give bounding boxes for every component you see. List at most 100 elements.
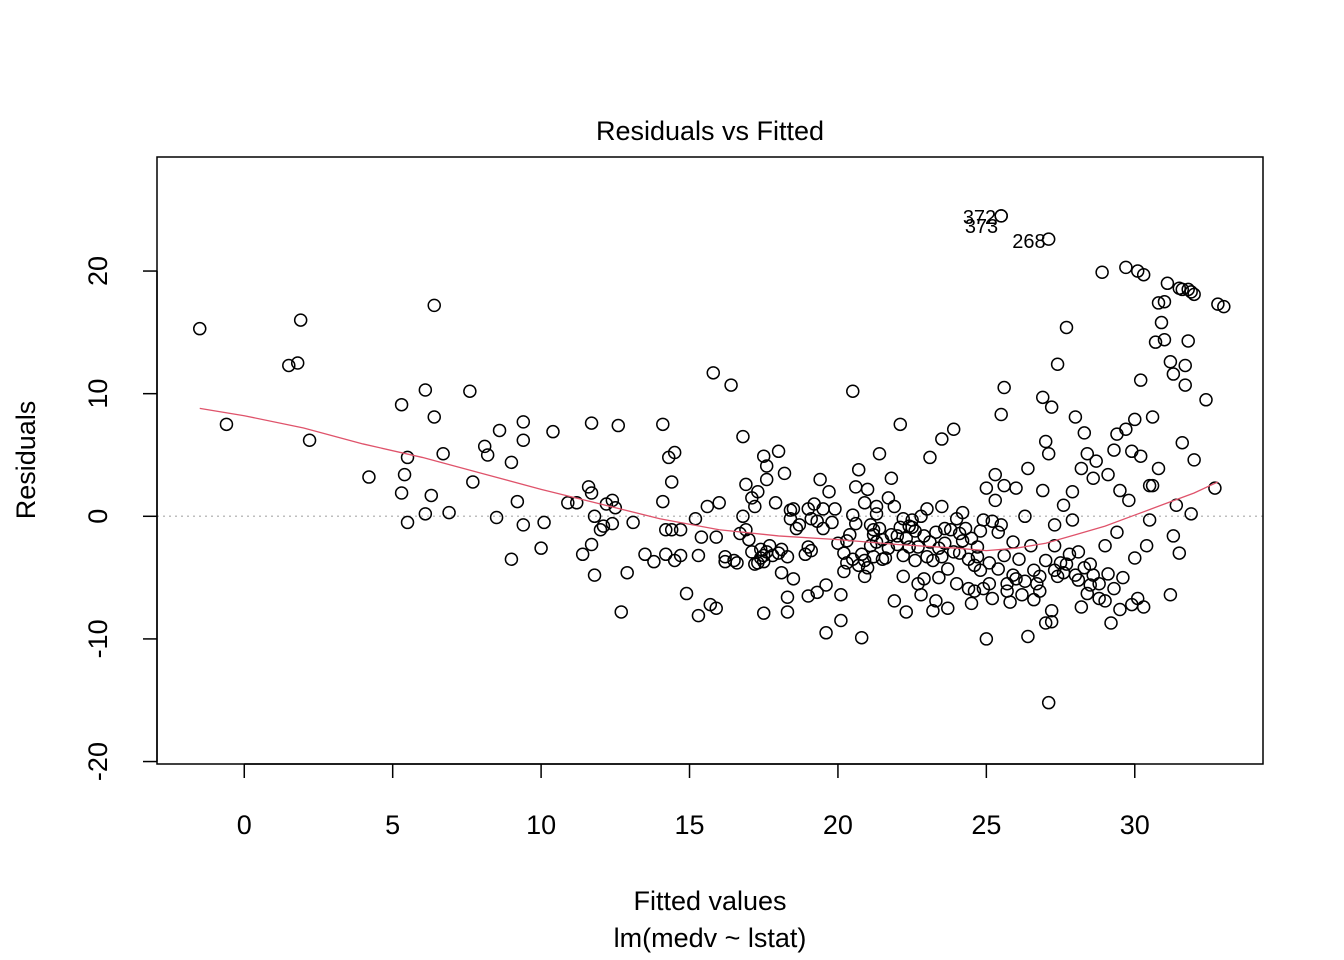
residual-point: [914, 588, 928, 602]
residual-point: [587, 509, 602, 524]
y-tick-label: 10: [83, 379, 113, 409]
residual-point: [516, 415, 531, 429]
residual-point: [1166, 367, 1181, 381]
residual-point: [759, 472, 774, 487]
residual-point: [831, 536, 845, 551]
residual-point: [1086, 471, 1100, 486]
x-tick-label: 15: [674, 810, 704, 840]
residual-point: [510, 494, 525, 509]
residual-point: [899, 531, 913, 546]
residual-point: [1113, 483, 1127, 498]
residual-point: [1217, 299, 1231, 314]
residual-point: [1116, 570, 1130, 585]
residual-point: [1163, 355, 1178, 369]
residual-point: [902, 540, 916, 554]
residual-point: [730, 556, 744, 570]
residual-point: [923, 450, 937, 465]
residual-point: [694, 530, 709, 544]
residual-point: [1056, 498, 1071, 513]
residual-point: [394, 486, 409, 500]
residual-point: [418, 507, 433, 521]
residual-point: [418, 383, 433, 397]
residual-point: [1148, 335, 1163, 349]
residual-point: [991, 562, 1005, 576]
residual-point: [611, 418, 626, 433]
y-tick-label: -10: [83, 619, 113, 658]
residual-point: [1006, 568, 1020, 582]
residual-point: [837, 564, 851, 579]
residual-point: [979, 632, 994, 646]
residual-point: [673, 548, 688, 563]
residual-point: [1151, 296, 1166, 310]
residual-point: [587, 568, 602, 582]
y-axis-label: Residuals: [11, 401, 41, 520]
residual-point: [941, 601, 955, 616]
residual-point: [626, 515, 640, 530]
residual-point: [946, 422, 961, 436]
residual-point: [1163, 588, 1178, 602]
residual-point: [605, 516, 620, 531]
residual-point: [1157, 332, 1172, 347]
residual-point: [1062, 547, 1077, 562]
residual-point: [537, 515, 551, 530]
residual-point: [1074, 461, 1089, 476]
residual-point: [1119, 422, 1133, 436]
residual-point: [1012, 552, 1026, 566]
residual-point: [561, 496, 575, 510]
residual-point: [1038, 553, 1053, 568]
residual-point: [946, 545, 961, 559]
residual-point: [1033, 584, 1047, 598]
residual-point: [804, 543, 818, 558]
residual-point: [825, 515, 839, 530]
residual-point: [1119, 260, 1133, 275]
residual-point: [1142, 513, 1157, 527]
residual-point: [593, 523, 608, 537]
residual-point: [1068, 410, 1083, 424]
residual-point: [739, 523, 753, 537]
residual-point: [748, 499, 762, 514]
residual-point: [846, 384, 860, 398]
residual-point: [780, 590, 795, 604]
residual-point: [804, 511, 818, 526]
residual-point: [394, 397, 409, 412]
residual-point: [1178, 358, 1192, 373]
residual-point: [362, 470, 376, 484]
outlier-label: 373: [965, 216, 998, 238]
residual-point: [834, 588, 848, 602]
residual-point: [400, 450, 415, 465]
residual-point: [988, 467, 1003, 482]
residual-point: [893, 417, 908, 432]
residual-point: [647, 554, 661, 569]
outlier-point: [1041, 232, 1056, 246]
residual-point: [712, 496, 726, 510]
residual-point: [1133, 373, 1148, 387]
residual-point: [935, 499, 949, 514]
residual-point: [837, 546, 851, 560]
residual-point: [917, 572, 931, 586]
residual-point: [935, 550, 949, 564]
residual-point: [896, 569, 910, 584]
residual-point: [1154, 315, 1169, 330]
residual-point: [822, 485, 836, 499]
residual-point: [786, 572, 801, 586]
residual-point: [869, 499, 884, 514]
y-tick-label: -20: [83, 742, 113, 781]
residual-point: [994, 407, 1008, 422]
residual-point: [878, 551, 893, 565]
residual-point: [1035, 390, 1050, 405]
residual-point: [569, 496, 584, 510]
residual-point: [848, 516, 863, 531]
residual-point: [1098, 538, 1112, 553]
residual-point: [756, 449, 771, 463]
residual-point: [397, 467, 412, 482]
residual-point: [584, 537, 599, 552]
x-tick-label: 10: [526, 810, 556, 840]
residual-point: [192, 321, 207, 336]
residual-point: [427, 298, 441, 313]
residual-point: [819, 578, 833, 592]
lowess-smooth-line: [199, 407, 1219, 552]
residual-point: [979, 481, 994, 495]
